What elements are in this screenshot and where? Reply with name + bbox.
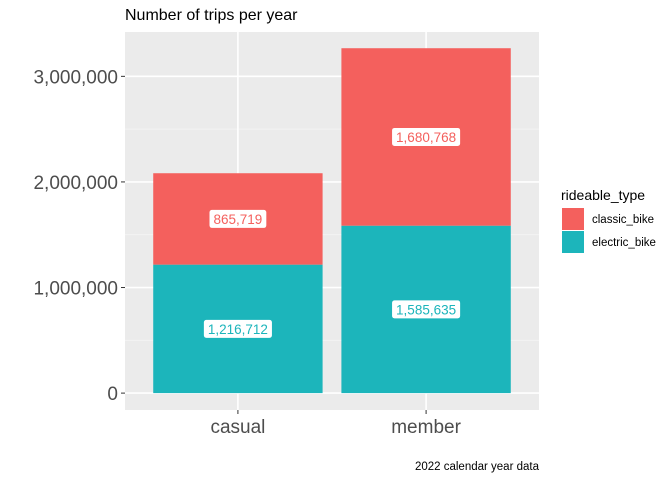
legend-swatch-classic_bike (562, 208, 584, 230)
legend-label-classic_bike: classic_bike (592, 214, 654, 226)
x-axis: casual member (210, 410, 462, 438)
y-tick-label: 3,000,000 (33, 67, 118, 88)
data-label-box (209, 209, 267, 228)
data-label-classic_bike-casual: 865,719 (209, 209, 267, 228)
data-label-box (392, 300, 461, 319)
legend-swatch-electric_bike (562, 231, 584, 253)
data-label-text: 1,585,635 (396, 302, 456, 317)
data-label-text: 1,216,712 (208, 322, 268, 337)
legend-title: rideable_type (561, 187, 645, 203)
x-tick-label: member (391, 417, 461, 438)
chart-title: Number of trips per year (125, 7, 298, 24)
x-tick-label: casual (210, 417, 265, 438)
legend: rideable_type classic_bike electric_bike (561, 187, 656, 253)
data-label-text: 865,719 (214, 212, 263, 227)
data-label-classic_bike-member: 1,680,768 (392, 127, 461, 146)
data-labels: 1,216,712 865,719 1,585,635 1,680,768 (203, 127, 461, 338)
data-label-box (203, 319, 272, 338)
data-label-electric_bike-member: 1,585,635 (392, 300, 461, 319)
data-label-text: 1,680,768 (396, 130, 456, 145)
y-tick-label: 0 (107, 384, 118, 405)
chart-caption: 2022 calendar year data (415, 461, 540, 473)
y-axis: 0 1,000,000 2,000,000 3,000,000 (33, 67, 125, 405)
data-label-box (392, 127, 461, 146)
data-label-electric_bike-casual: 1,216,712 (203, 319, 272, 338)
y-tick-label: 1,000,000 (33, 279, 118, 300)
legend-label-electric_bike: electric_bike (592, 237, 656, 249)
y-tick-label: 2,000,000 (33, 173, 118, 194)
